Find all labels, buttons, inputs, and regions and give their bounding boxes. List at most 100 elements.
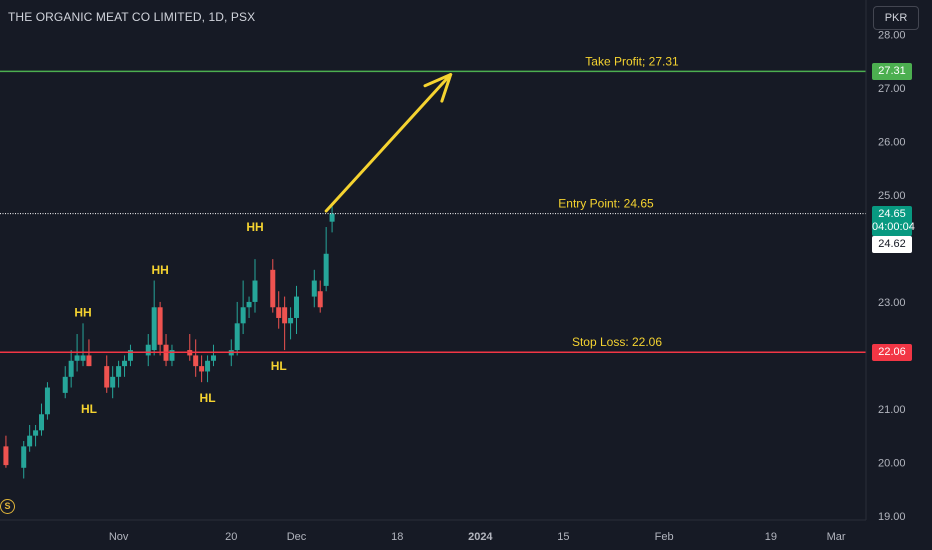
candle-up xyxy=(33,424,39,447)
candle-up xyxy=(252,259,258,313)
currency-button[interactable]: PKR xyxy=(873,6,919,30)
candle-down xyxy=(282,296,288,351)
take-profit-price-label: 27.31 xyxy=(872,62,912,80)
time-axis[interactable]: Nov 20 Dec 18 2024 15 Feb 19 Mar xyxy=(109,531,846,543)
candle-body xyxy=(276,307,282,318)
pattern-label: HH xyxy=(246,220,263,234)
candle-body xyxy=(110,376,116,388)
arrow-shaft xyxy=(324,73,453,213)
y-tick-label: 23.00 xyxy=(878,297,906,309)
current-price-value: 24.65 xyxy=(878,207,906,220)
candle-up xyxy=(240,280,246,335)
y-tick-label: 20.00 xyxy=(878,457,906,469)
candle-up xyxy=(288,307,294,340)
x-tick-label: 19 xyxy=(765,531,777,543)
candle-body xyxy=(199,366,205,372)
candle-body xyxy=(62,376,68,393)
x-tick-label: Nov xyxy=(109,531,129,543)
candle-down xyxy=(104,355,110,393)
candle-up xyxy=(311,269,317,308)
candle-body xyxy=(27,435,33,447)
candle-up xyxy=(127,344,133,367)
dividend-marker-icon[interactable]: S xyxy=(0,499,15,514)
candle-body xyxy=(329,213,335,222)
candle-up xyxy=(80,323,86,367)
candle-up xyxy=(329,202,335,233)
entry-point-label: Entry Point: 24.65 xyxy=(558,197,654,211)
pattern-label: HL xyxy=(200,391,216,405)
candle-body xyxy=(104,366,110,388)
x-tick-label: Mar xyxy=(827,531,846,543)
candle-up xyxy=(116,360,122,388)
price-axis[interactable]: 28.0027.0026.0025.0023.0022.0021.0020.00… xyxy=(878,29,906,523)
candle-up xyxy=(323,227,329,292)
candle-body xyxy=(74,355,80,361)
candle-down xyxy=(270,259,276,313)
y-tick-label: 27.00 xyxy=(878,83,906,95)
y-tick-label: 19.00 xyxy=(878,511,906,523)
candle-body xyxy=(39,414,45,431)
candle-up xyxy=(234,301,240,356)
candle-body xyxy=(145,344,151,356)
candle-body xyxy=(169,350,175,361)
candle-up xyxy=(246,296,252,318)
x-tick-label: 20 xyxy=(225,531,237,543)
x-tick-label: Feb xyxy=(655,531,674,543)
candle-up xyxy=(39,403,45,436)
candle-body xyxy=(252,280,258,302)
candle-body xyxy=(234,323,240,351)
candle-down xyxy=(193,339,199,377)
candle-body xyxy=(80,355,86,361)
candle-up xyxy=(44,382,50,420)
candle-body xyxy=(116,366,122,377)
x-tick-label: 15 xyxy=(557,531,569,543)
x-tick-label: 18 xyxy=(391,531,403,543)
candle-down xyxy=(3,435,9,468)
take-profit-label: Take Profit; 27.31 xyxy=(585,54,679,68)
candle-body xyxy=(33,430,39,436)
stop-loss-price-label: 22.06 xyxy=(872,343,912,361)
candle-body xyxy=(122,360,128,367)
candle-body xyxy=(193,355,199,367)
candle-body xyxy=(86,355,92,367)
y-tick-label: 21.00 xyxy=(878,404,906,416)
pattern-label: HL xyxy=(271,359,287,373)
x-tick-label: 2024 xyxy=(468,531,493,543)
candle-up xyxy=(110,366,116,399)
current-price-label: 24.65 04:00:04 xyxy=(872,205,915,236)
target-arrow[interactable] xyxy=(324,73,453,213)
candle-down xyxy=(199,355,205,383)
pattern-label: HH xyxy=(74,306,91,320)
candle-down xyxy=(157,301,163,356)
candle-body xyxy=(294,296,299,318)
candle-body xyxy=(210,355,216,361)
candle-body xyxy=(205,360,211,372)
candle-up xyxy=(210,344,216,367)
candles-series xyxy=(3,202,335,479)
candle-up xyxy=(151,280,157,356)
y-tick-label: 28.00 xyxy=(878,29,906,41)
previous-close-label: 24.62 xyxy=(872,235,912,253)
candle-up xyxy=(294,285,299,335)
candle-body xyxy=(3,446,9,466)
candle-up xyxy=(145,334,151,367)
x-tick-label: Dec xyxy=(287,531,307,543)
candle-up xyxy=(62,366,68,399)
candle-body xyxy=(323,253,329,286)
pattern-labels: HH HL HH HL HH HL xyxy=(74,220,286,416)
candle-body xyxy=(311,280,317,297)
candle-body xyxy=(68,360,74,377)
symbol-title: THE ORGANIC MEAT CO LIMITED, 1D, PSX xyxy=(8,10,256,24)
y-tick-label: 26.00 xyxy=(878,136,906,148)
candle-body xyxy=(240,307,246,324)
bar-countdown: 04:00:04 xyxy=(872,220,915,233)
candle-body xyxy=(288,317,294,324)
candle-up xyxy=(27,424,33,452)
candle-body xyxy=(21,446,27,468)
candle-body xyxy=(270,269,276,308)
y-tick-label: 25.00 xyxy=(878,190,906,202)
candle-body xyxy=(317,291,323,308)
candle-up xyxy=(122,355,128,377)
